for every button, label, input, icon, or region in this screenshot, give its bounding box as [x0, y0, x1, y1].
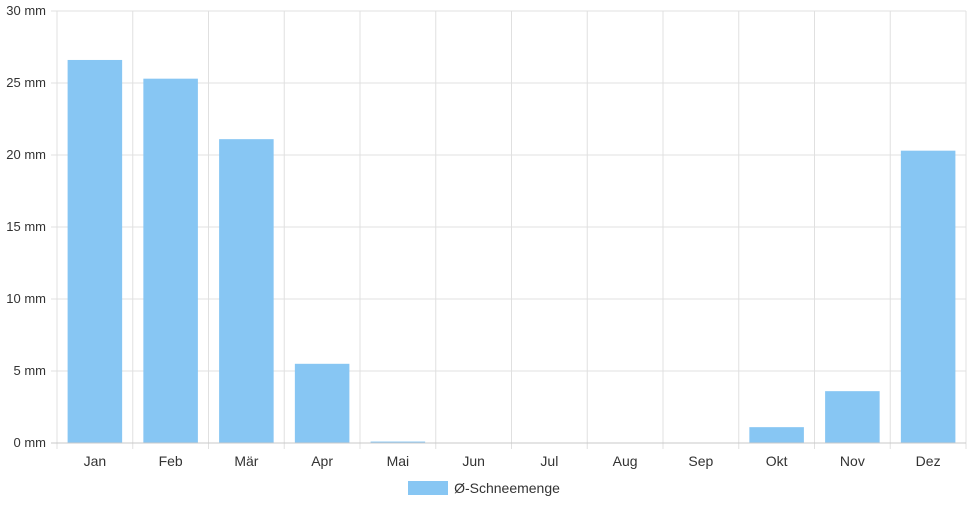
x-tick-label: Sep	[688, 453, 713, 469]
legend[interactable]: Ø-Schneemenge	[0, 480, 968, 496]
x-tick-label: Mai	[387, 453, 410, 469]
y-tick-label: 15 mm	[6, 219, 46, 234]
x-tick-label: Mär	[234, 453, 258, 469]
x-tick-label: Jan	[84, 453, 107, 469]
y-tick-label: 10 mm	[6, 291, 46, 306]
bar-chart: 0 mm 5 mm 10 mm 15 mm 20 mm 25 mm 30 mm Jan Feb…	[6, 3, 967, 469]
x-tick-label: Feb	[159, 453, 183, 469]
bar-dez[interactable]	[900, 150, 956, 443]
legend-label: Ø-Schneemenge	[454, 480, 560, 496]
bar-apr[interactable]	[294, 363, 350, 443]
bar-jan[interactable]	[67, 59, 123, 444]
y-tick-label: 0 mm	[14, 435, 47, 450]
x-tick-label: Okt	[766, 453, 788, 469]
bars	[67, 59, 956, 444]
x-tick-label: Jun	[462, 453, 485, 469]
x-tick-label: Nov	[840, 453, 865, 469]
bar-okt[interactable]	[749, 427, 804, 443]
bar-nov[interactable]	[825, 391, 880, 443]
bar-feb[interactable]	[143, 78, 198, 444]
x-tick-label: Jul	[540, 453, 558, 469]
x-tick-label: Aug	[613, 453, 638, 469]
x-axis: Jan Feb Mär Apr Mai Jun Jul Aug Sep Okt Nov Dez	[51, 442, 966, 469]
y-axis: 0 mm 5 mm 10 mm 15 mm 20 mm 25 mm 30 mm	[6, 3, 46, 450]
legend-swatch	[408, 481, 449, 495]
x-tick-label: Dez	[916, 453, 941, 469]
y-tick-label: 30 mm	[6, 3, 46, 18]
bar-mai[interactable]	[370, 441, 426, 443]
y-tick-label: 20 mm	[6, 147, 46, 162]
y-tick-label: 5 mm	[14, 363, 47, 378]
bar-mär[interactable]	[219, 139, 274, 443]
grid	[51, 10, 967, 449]
y-tick-label: 25 mm	[6, 75, 46, 90]
x-tick-label: Apr	[311, 453, 333, 469]
